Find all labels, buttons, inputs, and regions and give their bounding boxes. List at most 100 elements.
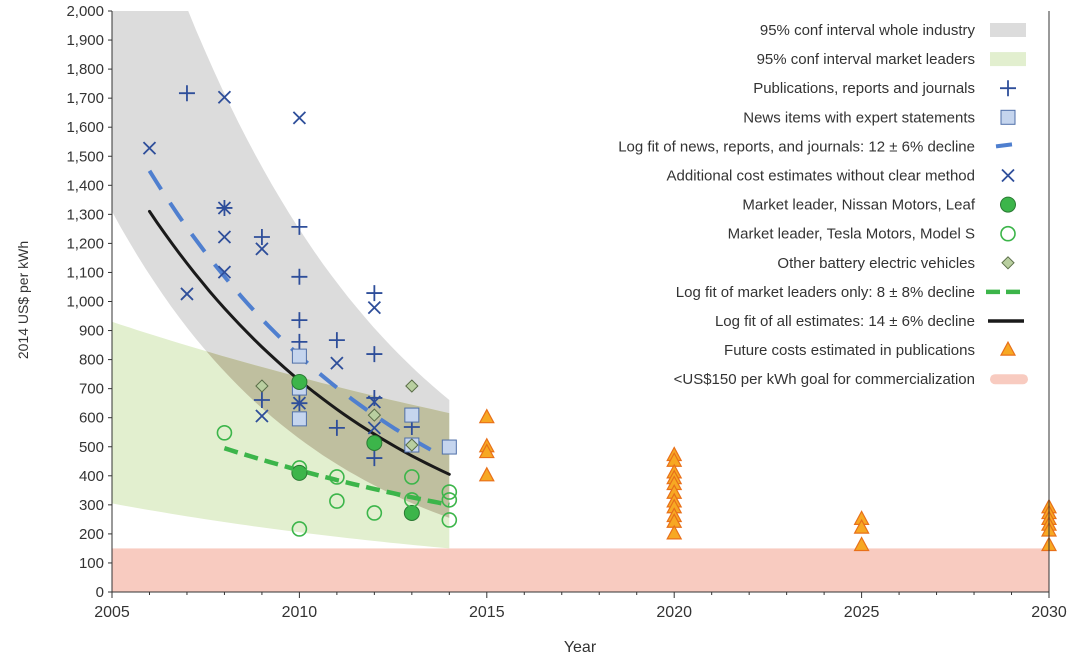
y-tick-label: 400 [79,468,104,485]
plus-marker [253,391,270,408]
plus-marker [366,450,383,467]
legend-item: Future costs estimated in publications [724,340,1017,359]
y-tick-label: 0 [96,584,104,601]
data-points [142,85,1058,552]
x-tick-label: 2030 [1031,604,1067,621]
open-circle-marker [329,469,345,485]
y-tick-label: 1,300 [66,206,104,223]
square-marker [441,439,457,455]
triangle-marker [478,408,495,424]
legend-item: Additional cost estimates without clear … [667,168,1015,185]
triangle-marker [478,443,495,459]
x-marker [217,230,232,244]
x-marker [367,300,381,315]
x-marker [367,421,381,435]
legend-label: Log fit of all estimates: 14 ± 6% declin… [715,313,975,330]
y-tick-label: 300 [79,497,104,514]
legend-label: News items with expert statements [743,109,975,126]
legend-gray-band-swatch [990,23,1026,37]
plus-marker [328,332,345,349]
x-marker [180,287,194,301]
y-tick-label: 900 [79,323,104,340]
legend: 95% conf interval whole industry 95% conf… [618,22,1028,388]
legend-item: News items with expert statements [743,109,1016,126]
x-tick-label: 2005 [94,604,130,621]
open-circle-marker [216,425,233,441]
square-marker [1000,109,1016,125]
y-tick-label: 1,900 [66,32,104,49]
legend-label: Publications, reports and journals [753,80,975,97]
y-tick-label: 2,000 [66,3,104,20]
legend-label: <US$150 per kWh goal for commercializati… [674,371,975,388]
filled-circle-marker [1000,196,1016,213]
legend-label: Market leader, Nissan Motors, Leaf [742,197,975,214]
y-tick-label: 1,700 [66,90,104,107]
plus-marker [1000,80,1016,97]
open-circle-marker [404,469,420,485]
legend-label: Future costs estimated in publications [724,342,975,359]
plus-marker [366,285,383,302]
x-marker [330,356,344,370]
legend-item: Other battery electric vehicles [777,255,1015,272]
open-circle-marker [1000,225,1016,242]
open-circle-marker [291,521,308,537]
fit-line-green-dash [223,446,450,508]
diamond-marker [255,379,269,393]
square-marker [404,407,420,423]
legend-blue-dash [995,142,1013,149]
legend-label: Log fit of market leaders only: 8 ± 8% d… [676,284,975,301]
legend-label: 95% conf interval whole industry [760,22,976,39]
x-marker [1001,168,1015,183]
diamond-marker [405,379,419,393]
plus-marker [178,85,195,102]
filled-circle-marker [403,504,420,521]
open-circle-marker [441,492,458,508]
y-tick-label: 500 [79,439,104,456]
plus-marker [366,346,383,363]
x-marker [367,395,381,409]
x-marker [142,141,157,155]
x-tick-label: 2020 [656,604,692,621]
triangle-marker [478,466,495,482]
legend-item: 95% conf interval market leaders [757,51,1026,68]
y-tick-label: 700 [79,381,104,398]
y-tick-label: 1,000 [66,294,104,311]
band-whole-industry [112,11,450,518]
filled-circle-marker [366,434,383,451]
x-marker [292,396,307,410]
x-marker [255,409,269,423]
plus-marker [328,419,345,436]
y-tick-label: 1,600 [66,119,104,136]
y-axis-label: 2014 US$ per kWh [15,241,31,359]
x-tick-label: 2010 [282,604,318,621]
triangle-marker [999,340,1017,356]
legend-label: Additional cost estimates without clear … [667,168,976,185]
y-tick-label: 1,200 [66,235,104,252]
confidence-bands [112,11,1049,592]
y-tick-label: 200 [79,526,104,543]
y-tick-label: 1,800 [66,61,104,78]
open-circle-marker [441,512,458,528]
plus-marker [291,312,308,329]
legend-green-band-swatch [990,52,1026,67]
diamond-marker [367,408,382,422]
open-circle-marker [441,484,458,500]
x-marker [217,265,232,279]
diamond-marker [1001,256,1015,270]
x-marker [217,201,232,215]
y-tick-label: 600 [79,410,104,427]
legend-goal-swatch [990,374,1028,385]
y-tick-label: 1,500 [66,148,104,165]
x-marker [217,90,232,104]
legend-item: Publications, reports and journals [753,80,1016,97]
square-marker [291,411,307,427]
x-marker [255,242,269,256]
legend-label: Market leader, Tesla Motors, Model S [728,226,975,243]
goal-band [112,548,1049,592]
legend-label: Other battery electric vehicles [777,255,975,272]
plus-marker [291,268,308,285]
legend-item: Log fit of market leaders only: 8 ± 8% d… [676,284,1020,301]
y-tick-label: 1,400 [66,177,104,194]
plus-marker [253,229,270,246]
x-marker [292,111,307,125]
